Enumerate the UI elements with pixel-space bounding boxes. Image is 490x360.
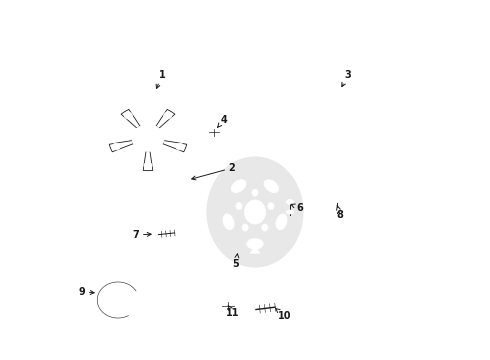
Ellipse shape [93, 198, 97, 202]
Ellipse shape [143, 239, 147, 242]
Ellipse shape [249, 205, 261, 219]
Ellipse shape [164, 112, 171, 119]
Ellipse shape [305, 116, 310, 121]
Text: 4: 4 [218, 115, 227, 127]
Text: 1: 1 [156, 70, 166, 89]
Ellipse shape [113, 239, 118, 242]
Ellipse shape [152, 233, 157, 237]
Ellipse shape [355, 130, 360, 134]
Ellipse shape [350, 144, 355, 148]
Ellipse shape [247, 239, 263, 249]
Ellipse shape [223, 214, 234, 230]
Ellipse shape [300, 130, 305, 134]
Ellipse shape [252, 189, 258, 196]
Polygon shape [163, 140, 187, 152]
Ellipse shape [336, 152, 341, 156]
Ellipse shape [268, 202, 274, 210]
Ellipse shape [176, 143, 184, 150]
Ellipse shape [333, 208, 341, 212]
Ellipse shape [136, 129, 160, 148]
Ellipse shape [276, 306, 280, 308]
Ellipse shape [132, 125, 164, 152]
Polygon shape [109, 140, 133, 152]
Ellipse shape [242, 224, 248, 231]
Polygon shape [250, 245, 260, 253]
Ellipse shape [249, 308, 255, 312]
Polygon shape [156, 109, 175, 128]
Ellipse shape [319, 152, 324, 156]
Text: 11: 11 [226, 305, 240, 318]
Ellipse shape [319, 108, 324, 112]
Text: 6: 6 [291, 203, 303, 213]
Text: 10: 10 [275, 308, 292, 321]
Ellipse shape [286, 210, 294, 214]
Polygon shape [143, 151, 153, 171]
Ellipse shape [221, 301, 234, 311]
Ellipse shape [143, 182, 147, 185]
Ellipse shape [334, 198, 341, 202]
Ellipse shape [105, 191, 111, 196]
Ellipse shape [149, 228, 155, 233]
Ellipse shape [112, 143, 120, 150]
Ellipse shape [264, 180, 279, 193]
Ellipse shape [105, 228, 111, 233]
Text: 8: 8 [337, 206, 343, 220]
Ellipse shape [336, 108, 341, 112]
Text: 9: 9 [78, 287, 94, 297]
Polygon shape [121, 109, 140, 128]
Ellipse shape [93, 222, 97, 225]
Text: 5: 5 [233, 254, 240, 269]
Ellipse shape [276, 214, 287, 230]
Ellipse shape [245, 200, 266, 224]
Ellipse shape [175, 232, 178, 234]
Text: 7: 7 [133, 230, 151, 240]
Ellipse shape [144, 162, 152, 169]
Ellipse shape [124, 112, 132, 119]
Ellipse shape [143, 134, 153, 142]
Ellipse shape [231, 180, 246, 193]
Ellipse shape [305, 144, 310, 148]
Ellipse shape [350, 116, 355, 121]
Ellipse shape [163, 198, 167, 202]
Ellipse shape [141, 132, 155, 144]
Ellipse shape [236, 202, 242, 210]
Ellipse shape [207, 157, 303, 267]
Ellipse shape [262, 224, 268, 231]
Ellipse shape [208, 128, 220, 136]
Text: 2: 2 [192, 163, 235, 180]
Ellipse shape [287, 199, 294, 204]
Ellipse shape [149, 191, 155, 196]
Ellipse shape [113, 182, 118, 185]
Ellipse shape [163, 222, 167, 225]
Text: 3: 3 [342, 70, 351, 87]
